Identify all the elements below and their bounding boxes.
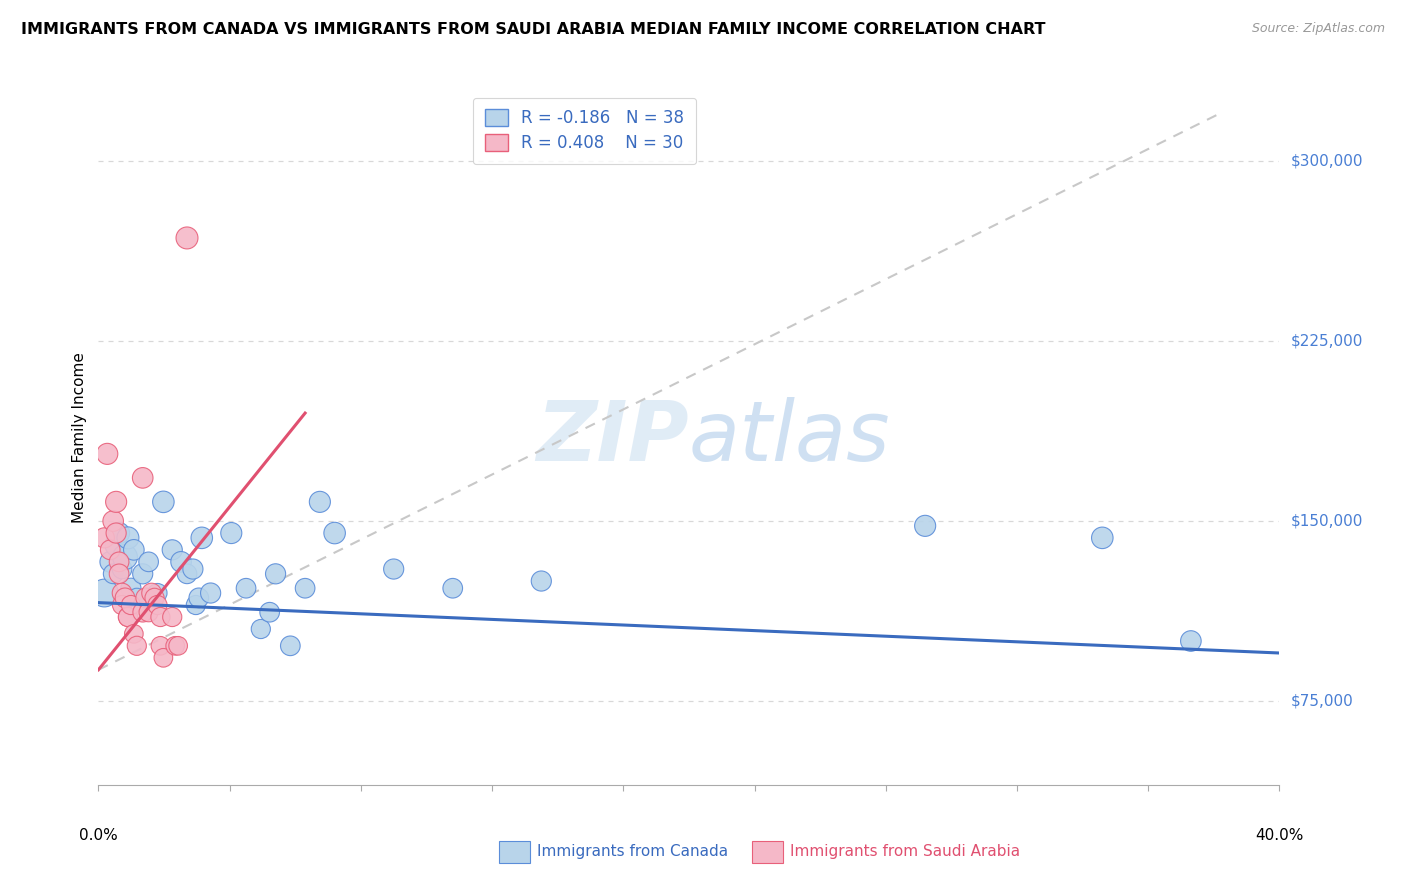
Point — [108, 566, 131, 581]
Point — [108, 526, 131, 541]
Point — [125, 591, 148, 605]
Point — [122, 627, 145, 641]
Point — [191, 531, 214, 545]
Text: ZIP: ZIP — [536, 397, 689, 477]
Point — [108, 555, 131, 569]
Point — [93, 586, 115, 600]
Point — [111, 562, 134, 576]
Point — [96, 447, 118, 461]
Point — [132, 566, 155, 581]
Point — [200, 586, 222, 600]
Text: $75,000: $75,000 — [1291, 693, 1354, 708]
Point — [162, 610, 183, 624]
Y-axis label: Median Family Income: Median Family Income — [72, 351, 87, 523]
Point — [530, 574, 553, 588]
Point — [152, 495, 174, 509]
Point — [103, 514, 125, 528]
Point — [105, 538, 128, 552]
Point — [250, 622, 273, 636]
Point — [294, 581, 316, 595]
Point — [170, 555, 193, 569]
Point — [382, 562, 405, 576]
Point — [103, 566, 125, 581]
Point — [141, 586, 163, 600]
Point — [120, 581, 142, 595]
Text: Source: ZipAtlas.com: Source: ZipAtlas.com — [1251, 22, 1385, 36]
Point — [135, 591, 157, 605]
Point — [138, 605, 160, 619]
Point — [162, 542, 183, 557]
Point — [165, 639, 187, 653]
Point — [111, 586, 134, 600]
Point — [122, 542, 145, 557]
Point — [176, 231, 198, 245]
Point — [117, 610, 139, 624]
Text: Immigrants from Canada: Immigrants from Canada — [537, 845, 728, 859]
Legend: R = -0.186   N = 38, R = 0.408    N = 30: R = -0.186 N = 38, R = 0.408 N = 30 — [472, 97, 696, 164]
Point — [309, 495, 332, 509]
Text: IMMIGRANTS FROM CANADA VS IMMIGRANTS FROM SAUDI ARABIA MEDIAN FAMILY INCOME CORR: IMMIGRANTS FROM CANADA VS IMMIGRANTS FRO… — [21, 22, 1046, 37]
Point — [117, 610, 139, 624]
Point — [278, 639, 302, 653]
Point — [114, 591, 136, 605]
Point — [323, 526, 346, 541]
Point — [117, 531, 139, 545]
Point — [176, 566, 198, 581]
Point — [93, 531, 115, 545]
Point — [167, 639, 190, 653]
Text: 40.0%: 40.0% — [1256, 828, 1303, 843]
Text: 0.0%: 0.0% — [79, 828, 118, 843]
Point — [149, 610, 172, 624]
Point — [219, 526, 242, 541]
Point — [105, 526, 128, 541]
Point — [105, 495, 128, 509]
Point — [146, 586, 169, 600]
Point — [98, 555, 121, 569]
Point — [181, 562, 204, 576]
Point — [1180, 634, 1202, 648]
Point — [184, 598, 207, 612]
Point — [1091, 531, 1114, 545]
Text: $225,000: $225,000 — [1291, 334, 1362, 349]
Point — [132, 471, 155, 485]
Point — [98, 542, 121, 557]
Text: atlas: atlas — [689, 397, 890, 477]
Point — [259, 605, 281, 619]
Point — [114, 549, 136, 564]
Point — [125, 639, 148, 653]
Point — [138, 555, 160, 569]
Text: Immigrants from Saudi Arabia: Immigrants from Saudi Arabia — [790, 845, 1021, 859]
Point — [149, 639, 172, 653]
Point — [143, 591, 166, 605]
Text: $150,000: $150,000 — [1291, 514, 1362, 529]
Point — [120, 598, 142, 612]
Point — [235, 581, 257, 595]
Point — [146, 598, 169, 612]
Point — [152, 650, 174, 665]
Point — [264, 566, 287, 581]
Point — [914, 519, 936, 533]
Point — [441, 581, 464, 595]
Text: $300,000: $300,000 — [1291, 153, 1362, 169]
Point — [187, 591, 209, 605]
Point — [132, 605, 155, 619]
Point — [111, 598, 134, 612]
